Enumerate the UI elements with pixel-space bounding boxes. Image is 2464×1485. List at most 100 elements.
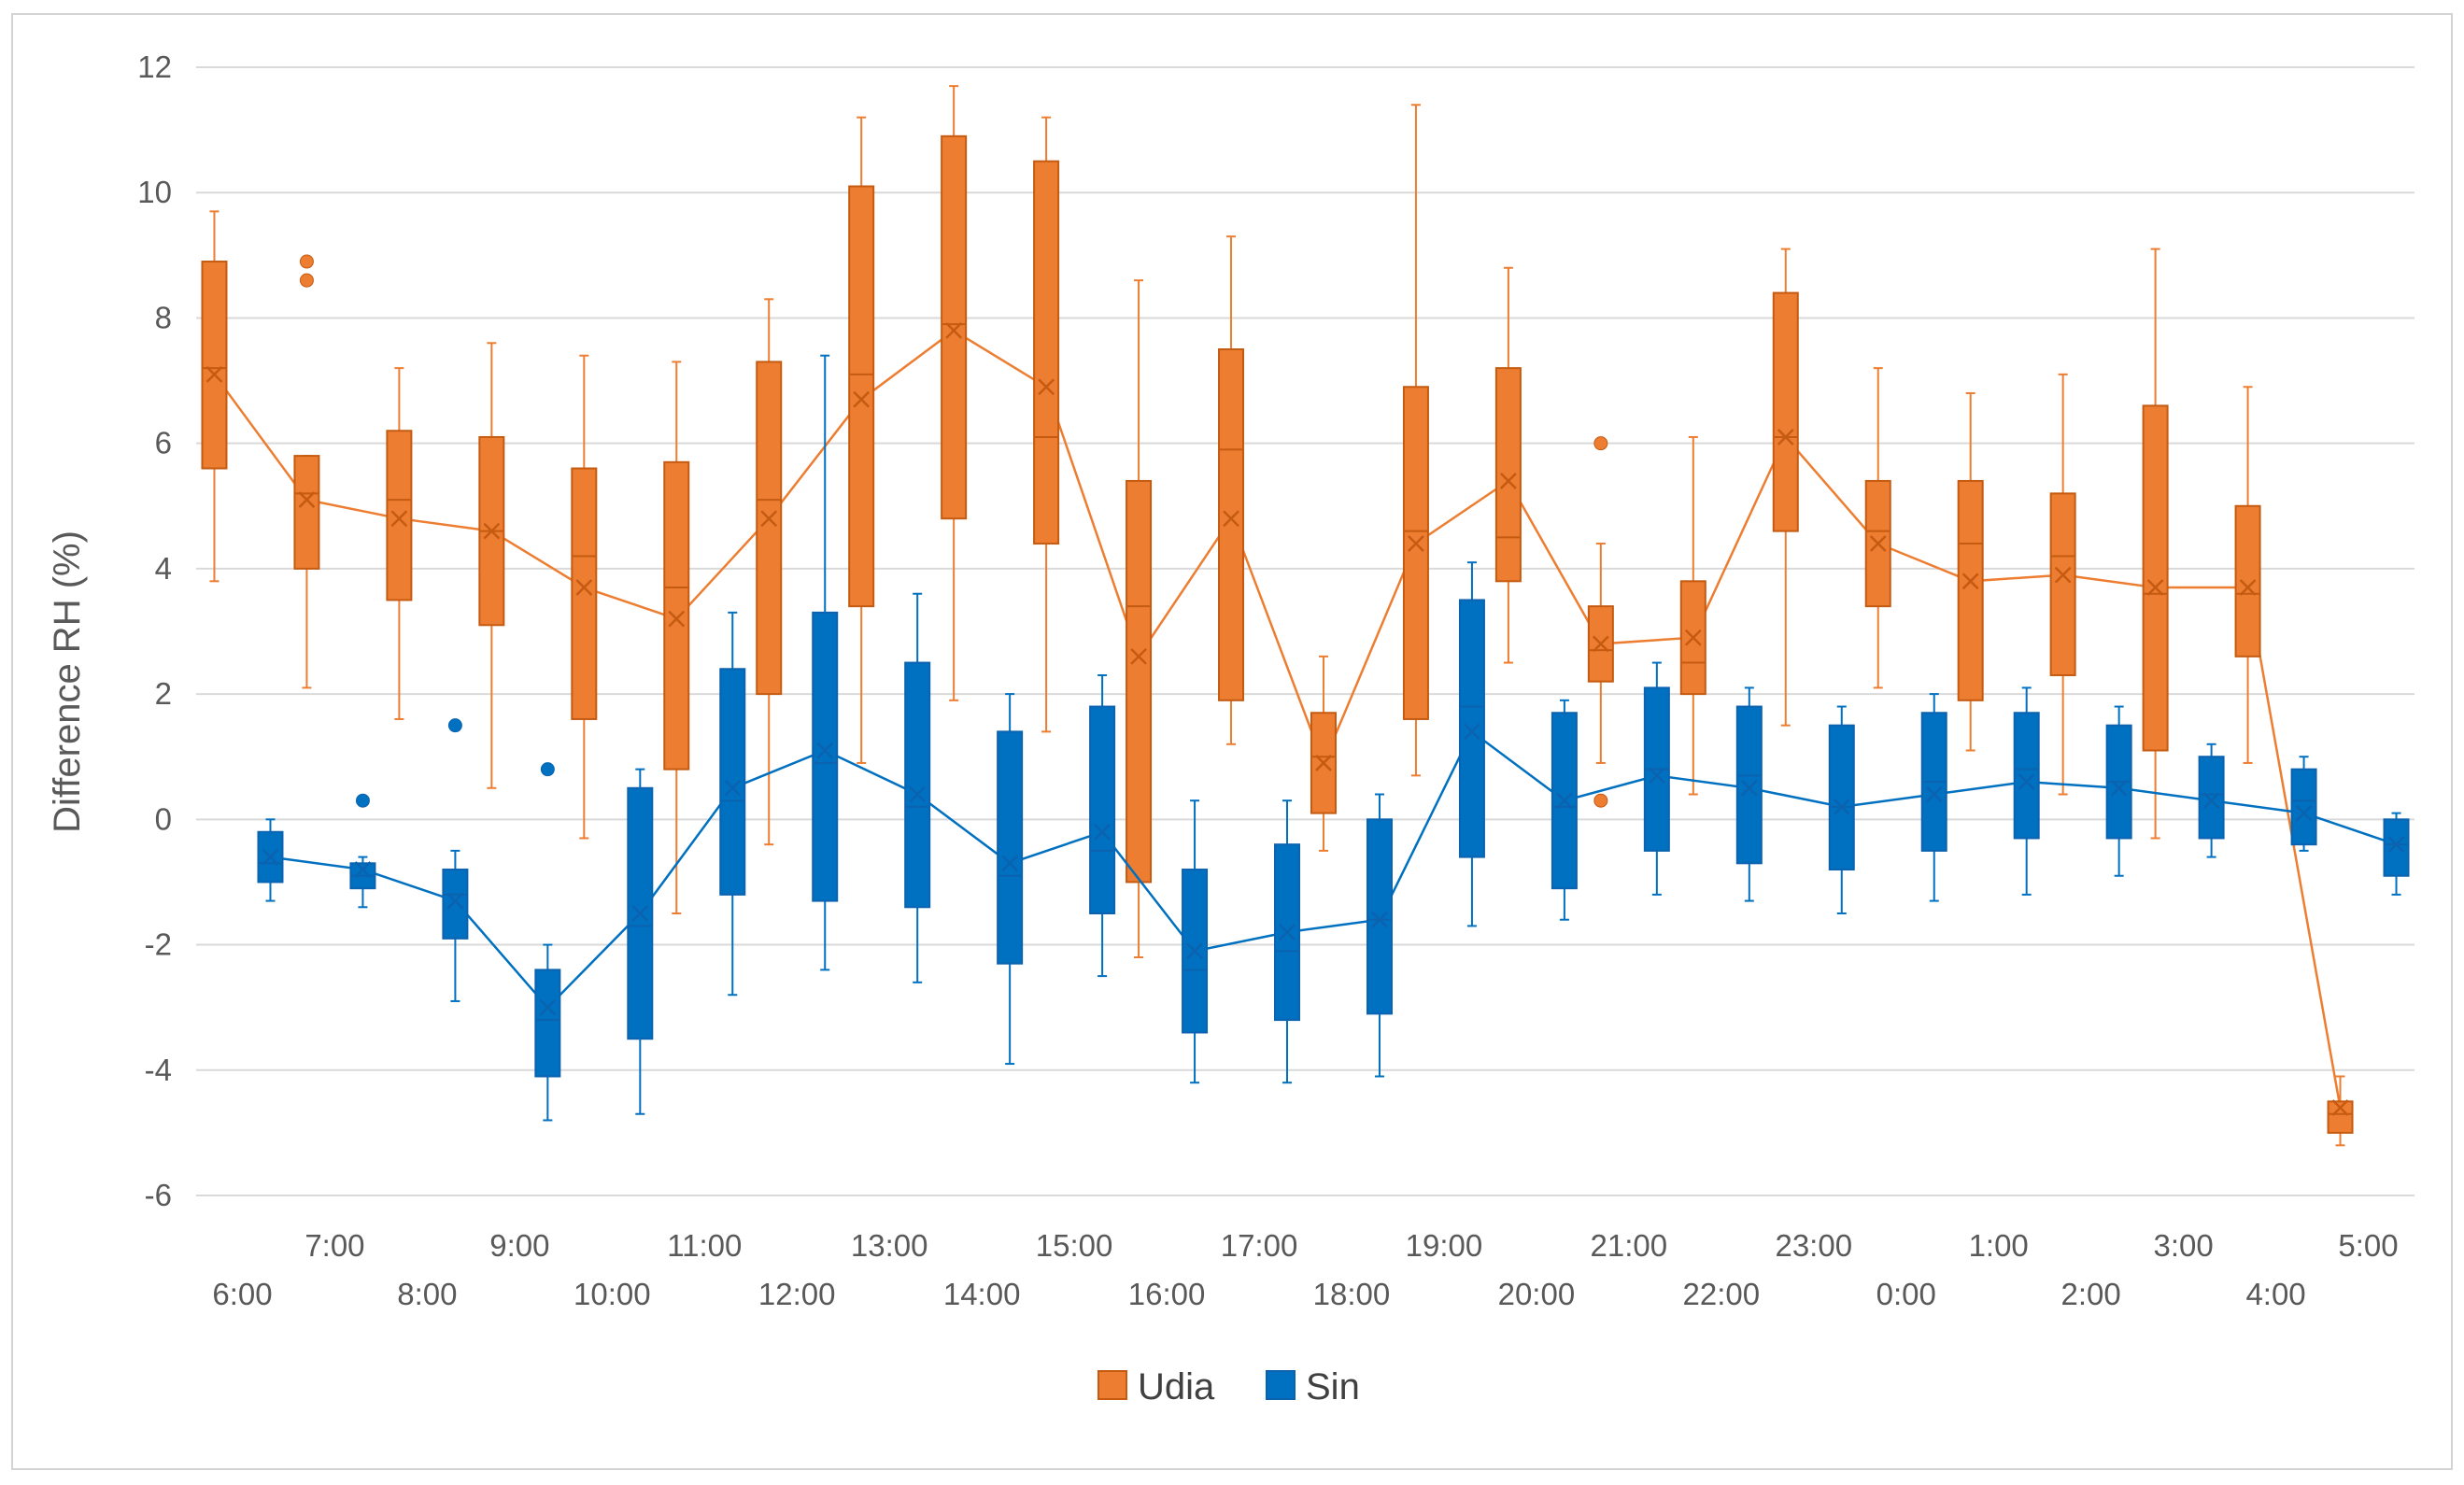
x-tick-label: 20:00 — [1498, 1277, 1576, 1311]
legend-swatch-udia — [1097, 1370, 1127, 1400]
box-iqr — [2290, 768, 2317, 846]
x-tick-label: 14:00 — [943, 1277, 1021, 1311]
mean-marker — [2202, 792, 2220, 810]
box-iqr — [904, 661, 931, 909]
box-udia-5:00 — [2327, 1075, 2354, 1147]
box-udia-22:00 — [1679, 435, 1706, 796]
mean-marker — [1371, 911, 1388, 928]
mean-marker — [539, 998, 557, 1016]
mean-marker — [724, 779, 742, 797]
box-iqr — [1126, 479, 1153, 884]
box-sin-0:00 — [1920, 693, 1947, 902]
box-sin-8:00 — [442, 718, 469, 1002]
box-sin-15:00 — [1089, 673, 1116, 978]
box-sin-23:00 — [1828, 705, 1855, 914]
x-tick-label: 7:00 — [304, 1228, 364, 1263]
mean-marker — [1869, 535, 1887, 552]
x-tick-label: 3:00 — [2153, 1228, 2213, 1263]
box-sin-7:00 — [349, 793, 376, 909]
box-sin-5:00 — [2383, 812, 2410, 896]
box-udia-8:00 — [386, 367, 413, 720]
mean-marker — [1001, 855, 1019, 872]
box-sin-16:00 — [1182, 799, 1209, 1084]
mean-marker — [1464, 723, 1480, 741]
box-udia-4:00 — [2234, 386, 2261, 764]
outlier-point — [299, 254, 314, 269]
x-tick-label: 21:00 — [1591, 1228, 1668, 1263]
box-udia-11:00 — [663, 361, 690, 914]
box-udia-0:00 — [1864, 367, 1891, 689]
mean-marker — [205, 365, 223, 383]
x-tick-label: 16:00 — [1128, 1277, 1206, 1311]
box-iqr — [997, 730, 1024, 965]
outlier-point — [540, 762, 555, 777]
mean-marker — [298, 491, 316, 508]
box-sin-18:00 — [1366, 793, 1393, 1078]
x-tick-label: 4:00 — [2245, 1277, 2305, 1311]
box-iqr — [386, 430, 413, 601]
mean-marker — [1684, 629, 1702, 646]
box-udia-18:00 — [1310, 655, 1337, 852]
x-tick-label: 10:00 — [574, 1277, 651, 1311]
x-axis: 6:00 7:00 8:00 9:00 10:00 11:00 12:00 13:00 14:0… — [212, 1228, 2398, 1311]
grid-lines — [196, 66, 2414, 1196]
box-iqr — [1735, 705, 1763, 865]
box-udia-12:00 — [756, 298, 783, 846]
x-tick-label: 11:00 — [667, 1228, 742, 1263]
mean-marker — [1648, 767, 1665, 785]
box-sin-19:00 — [1458, 561, 1485, 927]
box-iqr — [293, 455, 320, 570]
mean-marker — [945, 321, 963, 339]
mean-marker — [1777, 429, 1794, 446]
mean-marker — [631, 905, 649, 922]
outlier-point — [299, 273, 314, 288]
mean-marker — [2295, 804, 2313, 822]
box-udia-16:00 — [1126, 279, 1153, 958]
outlier-point — [1593, 793, 1608, 808]
mean-marker — [1833, 799, 1850, 815]
y-tick-label: 8 — [155, 300, 172, 334]
mean-marker — [1130, 647, 1147, 665]
mean-marker — [2110, 779, 2128, 797]
box-udia-2:00 — [2049, 373, 2076, 796]
mean-marker — [760, 510, 778, 528]
mean-marker — [2054, 566, 2072, 584]
series-sin — [257, 354, 2410, 1122]
box-sin-13:00 — [904, 592, 931, 983]
mean-marker — [390, 510, 408, 528]
x-tick-label: 17:00 — [1221, 1228, 1298, 1263]
box-sin-3:00 — [2198, 742, 2225, 858]
x-tick-label: 13:00 — [851, 1228, 928, 1263]
plot-area — [201, 85, 2410, 1147]
box-udia-7:00 — [293, 254, 320, 689]
box-udia-17:00 — [1218, 235, 1245, 745]
legend-label-sin: Sin — [1306, 1366, 1360, 1407]
mean-marker — [1961, 573, 1979, 590]
x-tick-label: 2:00 — [2061, 1277, 2121, 1311]
mean-marker — [354, 861, 372, 878]
box-sin-4:00 — [2290, 756, 2317, 852]
y-axis: -6 -4 -2 0 2 4 6 8 10 12 — [137, 50, 172, 1212]
mean-marker — [1094, 823, 1111, 841]
mean-marker — [1556, 792, 1573, 810]
box-iqr — [719, 668, 746, 896]
mean-marker — [2387, 836, 2405, 854]
y-tick-label: 4 — [155, 551, 172, 586]
box-udia-6:00 — [201, 210, 228, 583]
box-iqr — [1957, 479, 1984, 701]
mean-marker — [1500, 473, 1517, 489]
x-tick-label: 15:00 — [1036, 1228, 1113, 1263]
box-sin-1:00 — [2013, 686, 2040, 896]
box-udia-23:00 — [1772, 248, 1799, 727]
mean-marker — [2331, 1099, 2349, 1116]
outlier-point — [1593, 436, 1608, 451]
outlier-point — [447, 718, 462, 733]
box-sin-22:00 — [1735, 686, 1763, 902]
mean-marker — [1038, 378, 1055, 396]
box-sin-12:00 — [812, 354, 839, 971]
mean-marker — [1279, 924, 1296, 941]
legend-label-udia: Udia — [1138, 1366, 1215, 1407]
x-tick-label: 22:00 — [1683, 1277, 1761, 1311]
x-tick-label: 8:00 — [397, 1277, 457, 1311]
